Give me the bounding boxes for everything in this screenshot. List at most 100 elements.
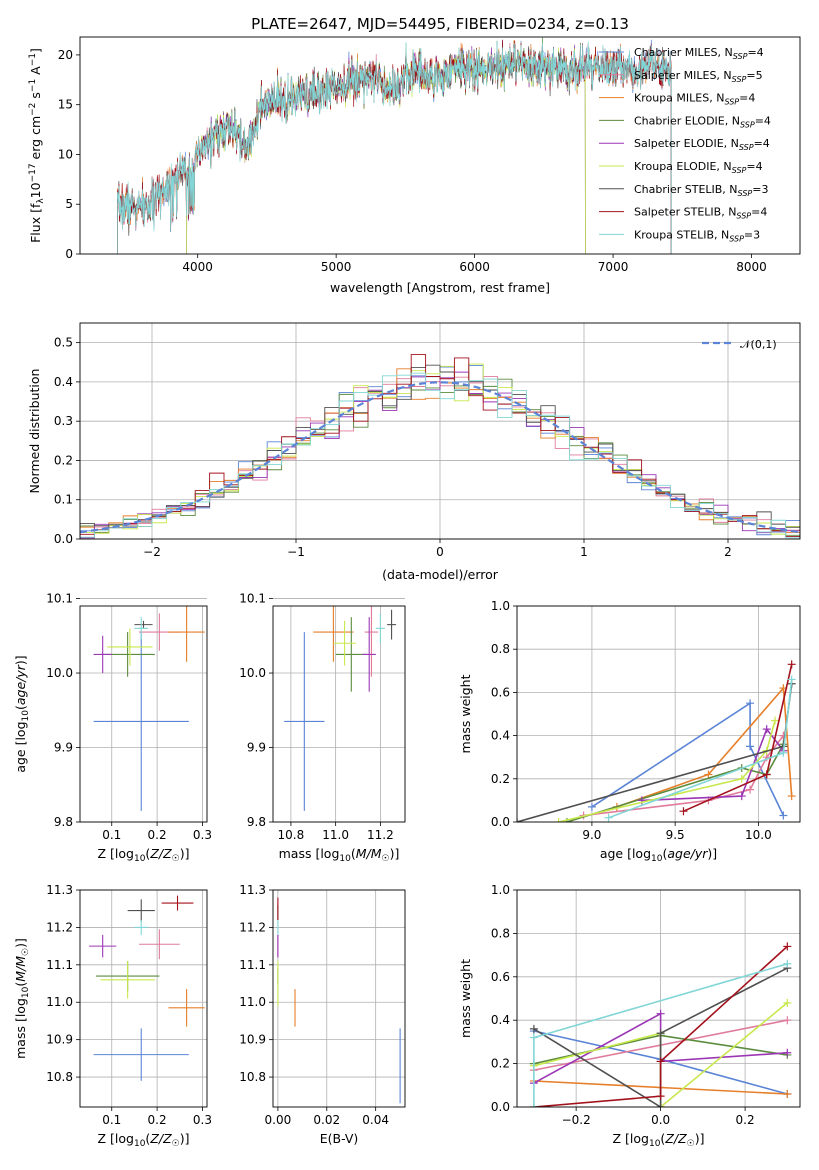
y-axis-label: Normed distribution bbox=[27, 369, 42, 494]
x-tick-label: 0.00 bbox=[265, 1113, 292, 1127]
y-tick-label: 11.2 bbox=[239, 920, 266, 934]
errorbar-9 bbox=[375, 613, 385, 644]
x-tick-label: 11.2 bbox=[367, 828, 394, 842]
legend-tail: =4 bbox=[751, 206, 767, 219]
y-axis-label: mass weight bbox=[458, 959, 473, 1038]
errorbar-3 bbox=[313, 606, 354, 662]
legend-entry: Salpeter ELODIE, NSSP=4 bbox=[634, 137, 770, 152]
weight-marker bbox=[656, 1029, 665, 1038]
legend-entry: Chabrier MILES, NSSP=4 bbox=[634, 46, 764, 61]
y-tick-label: 0.2 bbox=[491, 772, 510, 786]
x-tick-label: 11.0 bbox=[322, 828, 349, 842]
y-tick-label: 11.0 bbox=[239, 995, 266, 1009]
y-tick-label: 11.2 bbox=[46, 920, 73, 934]
x-tick-label: 5000 bbox=[321, 260, 352, 274]
legend-sub: SSP bbox=[733, 52, 748, 61]
x-tick-label: 0 bbox=[436, 545, 444, 559]
legend-tail: =5 bbox=[746, 69, 762, 82]
x-axis-label: Z [log10(Z/Z☉)] bbox=[613, 1131, 705, 1149]
axis-ticks: 9.0 9.5 10.0 0.0 0.2 0.4 0.6 0.8 1.0 bbox=[491, 599, 772, 842]
plot-area bbox=[277, 897, 401, 1104]
legend-entry: Salpeter MILES, NSSP=5 bbox=[634, 69, 763, 84]
errorbar-7 bbox=[387, 609, 397, 640]
legend-entry: Chabrier ELODIE, NSSP=4 bbox=[634, 114, 771, 129]
errorbar-7 bbox=[127, 899, 155, 922]
grid-lines bbox=[517, 889, 800, 1108]
x-tick-label: 0.3 bbox=[193, 1113, 212, 1127]
errorbar-6 bbox=[333, 620, 356, 666]
legend-sub: SSP bbox=[736, 212, 751, 221]
legend-entry: Kroupa MILES, NSSP=4 bbox=[634, 92, 755, 107]
y-tick-label: 9.9 bbox=[54, 741, 73, 755]
weight-marker bbox=[783, 998, 792, 1007]
x-tick-label: 0.04 bbox=[362, 1113, 389, 1127]
x-tick-label: 0.2 bbox=[148, 1113, 167, 1127]
x-tick-label: 2 bbox=[724, 545, 732, 559]
weight-marker bbox=[783, 1048, 792, 1057]
legend-sub: SSP bbox=[724, 98, 739, 107]
y-tick-label: 10.1 bbox=[239, 592, 266, 606]
panel-spectrum: 4000 5000 6000 7000 8000 0 5 10 15 20 PLATE=2647, … bbox=[28, 15, 801, 295]
legend-tail: =4 bbox=[754, 137, 770, 150]
errorbar-5 bbox=[362, 617, 376, 692]
x-tick-label: 1 bbox=[580, 545, 588, 559]
axis-ticks: −2 −1 0 1 2 0.0 0.1 0.2 0.3 0.4 0.5 bbox=[54, 336, 732, 559]
y-tick-label: 0.0 bbox=[54, 532, 73, 546]
axes-frame bbox=[516, 889, 801, 1108]
y-tick-label: 0.0 bbox=[491, 815, 510, 829]
weight-marker bbox=[679, 807, 688, 816]
grid-lines bbox=[273, 889, 405, 1107]
legend-sub: SSP bbox=[739, 143, 754, 152]
panel-mass_vs_Z: 0.1 0.2 0.3 10.8 10.9 11.0 11.1 11.2 11.3 Z [log1… bbox=[13, 883, 212, 1149]
y-tick-label: 10.8 bbox=[239, 1070, 266, 1084]
weight-marker bbox=[762, 725, 771, 734]
axis-ticks: 4000 5000 6000 7000 8000 0 5 10 15 20 bbox=[58, 48, 767, 274]
errorbar-1 bbox=[93, 632, 189, 811]
panel-mass_vs_ebv: 0.00 0.02 0.04 10.8 10.9 11.0 11.1 11.2 11.3 E(B-… bbox=[239, 883, 406, 1146]
y-tick-label: 1.0 bbox=[491, 883, 510, 897]
errorbar-8 bbox=[157, 558, 189, 580]
axes-frame bbox=[272, 605, 406, 823]
y-tick-label: 10.0 bbox=[239, 666, 266, 680]
y-tick-label: 11.1 bbox=[239, 958, 266, 972]
legend-sub: SSP bbox=[740, 120, 755, 129]
weight-marker bbox=[746, 699, 755, 708]
y-tick-label: 10.0 bbox=[46, 666, 73, 680]
chart-title: PLATE=2647, MJD=54495, FIBERID=0234, z=0… bbox=[251, 15, 629, 33]
weight-line-1 bbox=[591, 701, 785, 816]
weight-marker bbox=[529, 1033, 538, 1042]
errorbar-6 bbox=[100, 961, 155, 999]
errorbar-5 bbox=[89, 934, 117, 958]
histogram-9 bbox=[80, 372, 800, 539]
panel-age_vs_mass: 10.8 11.0 11.2 9.8 9.9 10.0 10.1 mass [log10(M/… bbox=[239, 592, 406, 864]
legend-tail: =3 bbox=[752, 183, 768, 196]
y-tick-label: 0.6 bbox=[491, 970, 510, 984]
y-tick-label: 10 bbox=[58, 147, 73, 161]
x-tick-label: 9.5 bbox=[666, 828, 685, 842]
weight-marker bbox=[787, 675, 796, 684]
legend-entry: Salpeter STELIB, NSSP=4 bbox=[634, 206, 767, 221]
errorbar-2 bbox=[138, 929, 180, 960]
weight-marker bbox=[737, 792, 746, 801]
y-tick-label: 11.1 bbox=[46, 958, 73, 972]
legend-text: Salpeter MILES, N bbox=[634, 69, 732, 82]
weight-marker bbox=[704, 770, 713, 779]
y-tick-label: 0.8 bbox=[491, 642, 510, 656]
legend-entry: Kroupa ELODIE, NSSP=4 bbox=[634, 160, 763, 175]
x-axis-label: age [log10(age/yr)] bbox=[600, 846, 717, 864]
weight-marker bbox=[779, 811, 788, 820]
plot-area bbox=[529, 942, 792, 1107]
spectrum-line-9 bbox=[117, 40, 672, 254]
legend-text: Chabrier MILES, N bbox=[634, 46, 733, 59]
x-axis-label: Z [log10(Z/Z☉)] bbox=[98, 846, 190, 864]
legend-text: Chabrier STELIB, N bbox=[634, 183, 738, 196]
axis-ticks: 0.1 0.2 0.3 9.8 9.9 10.0 10.1 bbox=[46, 592, 212, 842]
legend-sub: SSP bbox=[729, 234, 744, 243]
errorbar-1 bbox=[93, 1028, 189, 1081]
axes-frame bbox=[79, 36, 801, 255]
x-tick-label: 0.02 bbox=[313, 1113, 340, 1127]
legend-sub: SSP bbox=[732, 166, 747, 175]
y-tick-label: 0.3 bbox=[54, 414, 73, 428]
y-tick-label: 0.6 bbox=[491, 685, 510, 699]
weight-line-4 bbox=[566, 743, 785, 822]
